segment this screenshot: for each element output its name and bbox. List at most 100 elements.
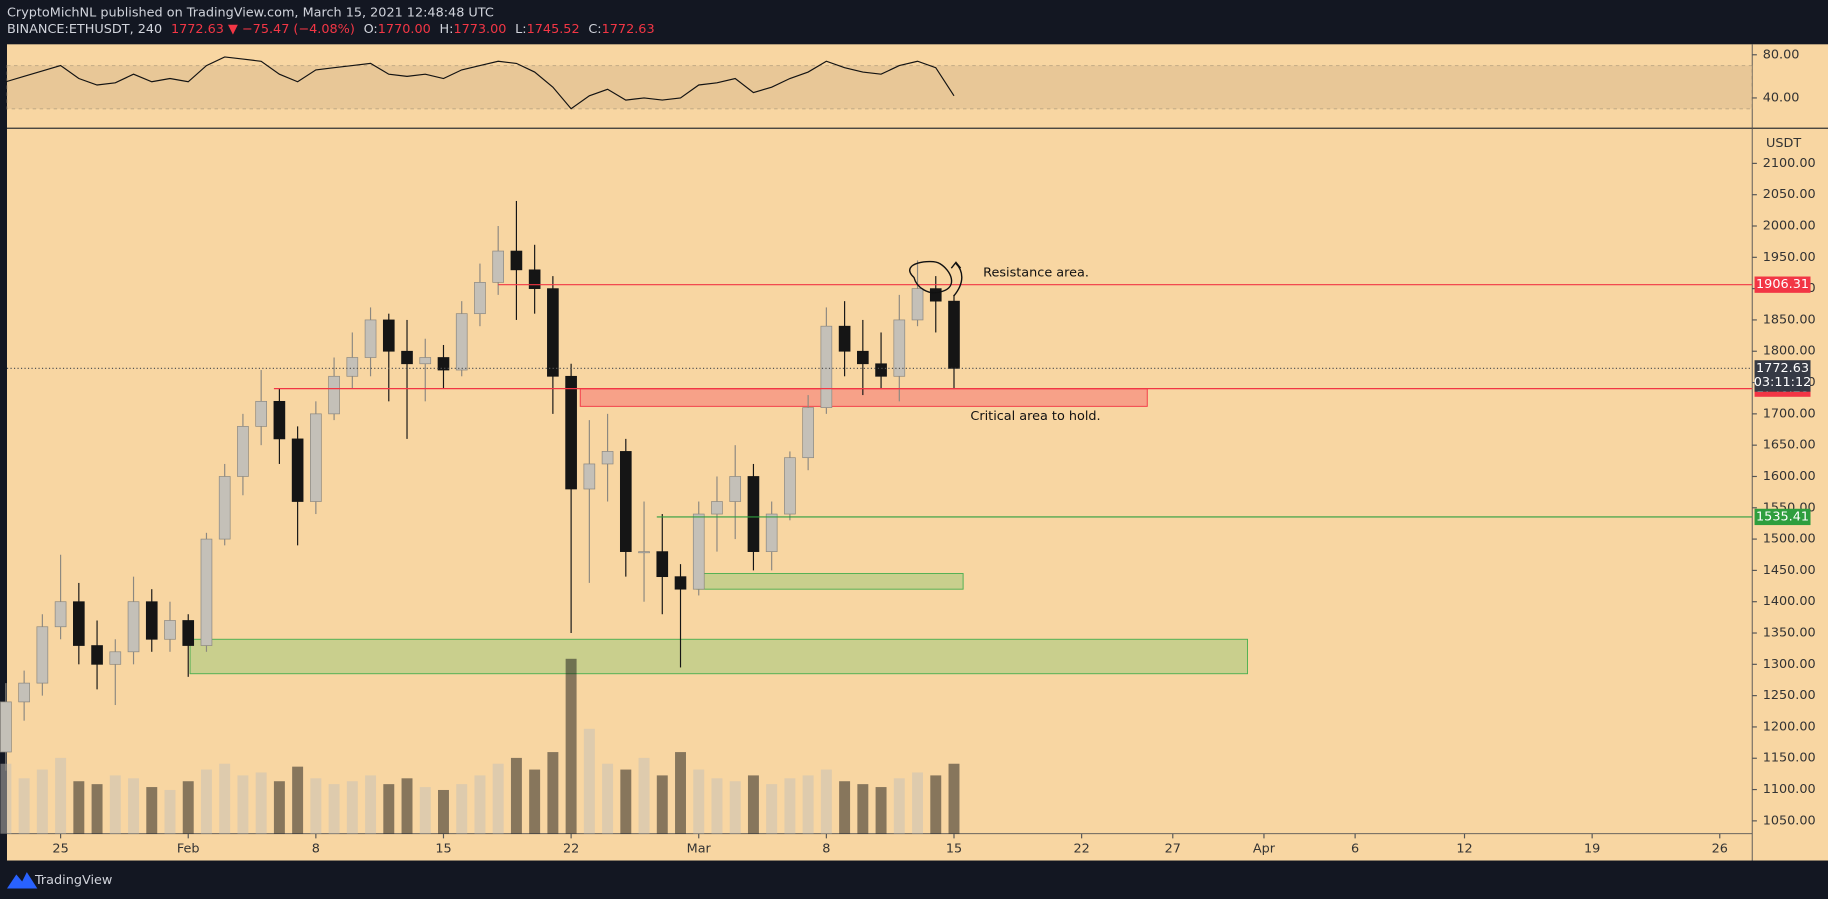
candle-body [674,576,687,590]
candle-body [492,250,505,283]
volume-bar [219,763,231,834]
volume-bar [602,763,614,834]
candle-body [91,645,103,665]
candle-body [291,438,304,502]
volume-bar [766,784,778,834]
candle-body [109,651,122,665]
symbol-line: BINANCE:ETHUSDT, 240 1772.63 ▼ −75.47 (−… [7,22,655,37]
volume-bar [146,787,158,834]
ohlc-value: 1773.00 [453,22,506,37]
volume-bar [419,787,431,834]
candle-body [382,319,395,352]
volume-bar [529,769,541,834]
x-tick-label: Mar [687,841,712,856]
ohlc-key: O: [364,22,378,37]
x-tick-label: Feb [177,841,200,856]
y-tick-label: 1150.00 [1763,751,1816,766]
volume-bar [675,752,686,834]
annotation: Critical area to hold. [970,409,1100,424]
x-tick-label: Apr [1253,841,1276,856]
volume-bar [510,757,522,834]
volume-bar [401,778,413,834]
candle-body [802,407,814,459]
candle-body [419,357,432,365]
volume-bar [328,784,340,834]
candle-body [711,501,723,515]
candle-body [510,250,523,271]
candle-body [547,288,559,377]
plot: 40.00 80.00 1050.00 1100.00 1150.00 1200.00 12… [0,47,1816,856]
candle-body [601,451,614,465]
volume-bar [638,757,650,834]
chart-background [6,44,1828,861]
volume-bar [492,763,504,834]
y-tick-label: 1050.00 [1763,813,1816,828]
candle-body [401,350,413,365]
candle-body [747,476,760,552]
y-tick-label: 1450.00 [1763,563,1816,578]
volume-bar [839,781,851,834]
candle-body [911,288,924,321]
brand: TradingView [34,873,112,888]
candle-body [164,620,176,640]
y-tick-label: 1500.00 [1763,532,1816,547]
volume-bar [747,775,759,834]
volume-bar [893,778,905,834]
volume-bar [820,769,832,834]
candle-body [182,620,195,646]
x-tick-label: 25 [52,841,68,856]
candle-body [729,476,742,502]
candle-body [765,513,778,552]
candle-body [929,288,942,302]
candle-body [528,269,541,289]
author-line: CryptoMichNL published on TradingView.co… [7,5,494,20]
volume-bar [55,757,67,834]
countdown: 03:11:12 [1754,375,1812,390]
x-tick-label: 12 [1456,841,1472,856]
rsi-line [5,56,955,110]
volume-bar [474,775,486,834]
candle-body [784,457,796,515]
candle-body [820,325,833,408]
candle-body [273,400,286,440]
volume-bar [128,778,139,834]
volume-bar [912,772,924,834]
drawn-arrow [950,261,963,297]
volume-bar [18,778,30,834]
candle-body [875,363,887,377]
volume-bar [73,781,85,834]
volume-bar [237,775,249,834]
y-tick-label: 1700.00 [1763,406,1816,421]
candle-body [346,357,359,377]
volume-bar [693,769,705,834]
annotation: Resistance area. [983,265,1089,280]
volume-bar [109,775,121,834]
candle-body [638,551,650,554]
y-tick-label: 1600.00 [1763,469,1816,484]
candle-body [36,626,49,684]
volume-bar [365,775,377,834]
candle-body [838,325,851,352]
rsi-tick-label: 40.00 [1763,90,1800,105]
volume-bar [857,784,869,834]
ohlc-value: 1745.52 [527,22,580,37]
candle-body [656,551,669,578]
volume-bar [438,789,449,834]
volume-bar [930,775,942,834]
volume-bar [456,784,468,834]
last-price-label: 1772.63 [1756,361,1809,376]
level-tag [1754,276,1811,293]
ohlc-key: C: [588,22,601,37]
x-tick-label: 27 [1165,841,1181,856]
y-tick-label: 1350.00 [1763,626,1816,641]
candle-body [455,313,468,371]
level-label: 1906.31 [1756,277,1809,292]
volume-bar [583,728,595,834]
y-tick-label: 1250.00 [1763,688,1816,703]
y-tick-label: 1300.00 [1763,657,1816,672]
y-unit: USDT [1766,136,1801,151]
y-tick-label: 2100.00 [1763,156,1816,171]
ohlc-key: L: [515,22,526,37]
ohlc-value: 1770.00 [378,22,431,37]
